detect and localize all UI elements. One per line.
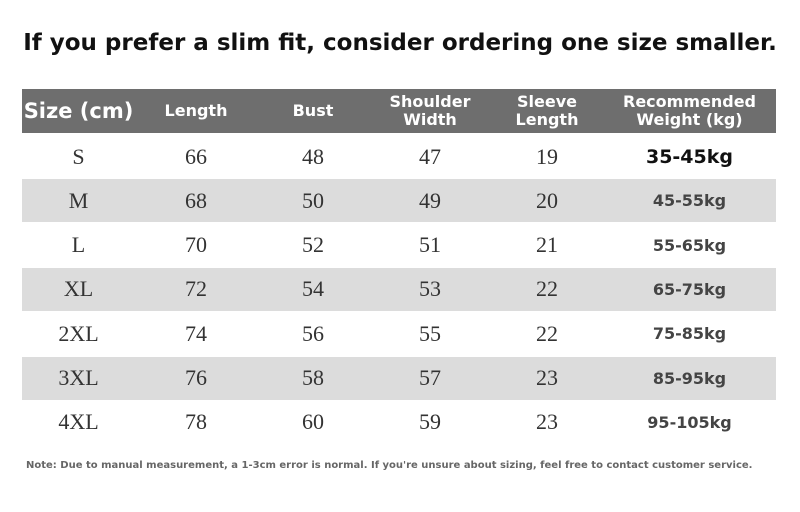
table-row: XL 72 54 53 22 65-75kg (22, 267, 776, 311)
size-cell: XL (63, 276, 94, 302)
table-cell: 74 (185, 320, 207, 346)
table-cell: 70 (185, 232, 207, 258)
table-cell: 23 (536, 409, 558, 435)
table-cell: 52 (302, 232, 324, 258)
table-cell: 47 (419, 143, 441, 169)
column-header: Size (cm) (23, 99, 134, 123)
size-cell: L (71, 232, 86, 258)
table-cell: 50 (302, 187, 324, 213)
table-cell: 55 (419, 320, 441, 346)
column-header: Bust (292, 101, 334, 120)
table-cell: 65-75kg (652, 279, 727, 299)
table-cell: 60 (302, 409, 324, 435)
table-cell: 19 (536, 143, 558, 169)
table-row: S 66 48 47 19 35-45kg (22, 135, 776, 178)
column-header: Shoulder Width (389, 92, 471, 129)
table-cell: 85-95kg (652, 368, 727, 388)
table-cell: 51 (419, 232, 441, 258)
column-header: Sleeve Length (515, 92, 579, 129)
table-cell: 49 (419, 187, 441, 213)
table-cell: 59 (419, 409, 441, 435)
size-cell: 4XL (58, 409, 99, 435)
size-cell: S (72, 143, 85, 169)
table-cell: 78 (185, 409, 207, 435)
size-cell: M (68, 187, 89, 213)
table-cell: 53 (419, 276, 441, 302)
table-cell: 72 (185, 276, 207, 302)
table-cell: 68 (185, 187, 207, 213)
table-row: 2XL 74 56 55 22 75-85kg (22, 312, 776, 355)
table-cell: 95-105kg (647, 412, 732, 432)
table-cell: 57 (419, 365, 441, 390)
title: If you prefer a slim fit, consider order… (23, 30, 777, 56)
table-cell: 23 (536, 365, 558, 390)
table-cell: 66 (185, 143, 207, 169)
size-cell: 2XL (58, 320, 99, 346)
table-row: 3XL 76 58 57 23 85-95kg (22, 356, 776, 400)
table-cell: 22 (536, 320, 558, 346)
table-cell: 58 (302, 365, 324, 390)
size-cell: 3XL (58, 365, 99, 390)
table-cell: 22 (536, 276, 558, 302)
column-header: Recommended Weight (kg) (623, 92, 756, 129)
table-cell: 48 (302, 143, 324, 169)
table-cell: 75-85kg (652, 324, 727, 344)
table-cell: 21 (536, 232, 558, 258)
table-header: Size (cm) Length Bust Shoulder Width Sleeve … (22, 89, 776, 133)
table-cell: 76 (185, 365, 207, 390)
table-cell: 35-45kg (645, 145, 733, 168)
table-cell: 55-65kg (652, 235, 727, 255)
footer-note: Note: Due to manual measurement, a 1-3cm… (26, 460, 753, 471)
table-row: 4XL 78 60 59 23 95-105kg (22, 401, 776, 444)
table-cell: 54 (302, 276, 324, 302)
table-cell: 45-55kg (652, 191, 727, 211)
table-cell: 20 (536, 187, 558, 213)
table-row: L 70 52 51 21 55-65kg (22, 224, 776, 267)
table-cell: 56 (302, 320, 324, 346)
column-header: Length (164, 101, 228, 120)
table-row: M 68 50 49 20 45-55kg (22, 179, 776, 223)
